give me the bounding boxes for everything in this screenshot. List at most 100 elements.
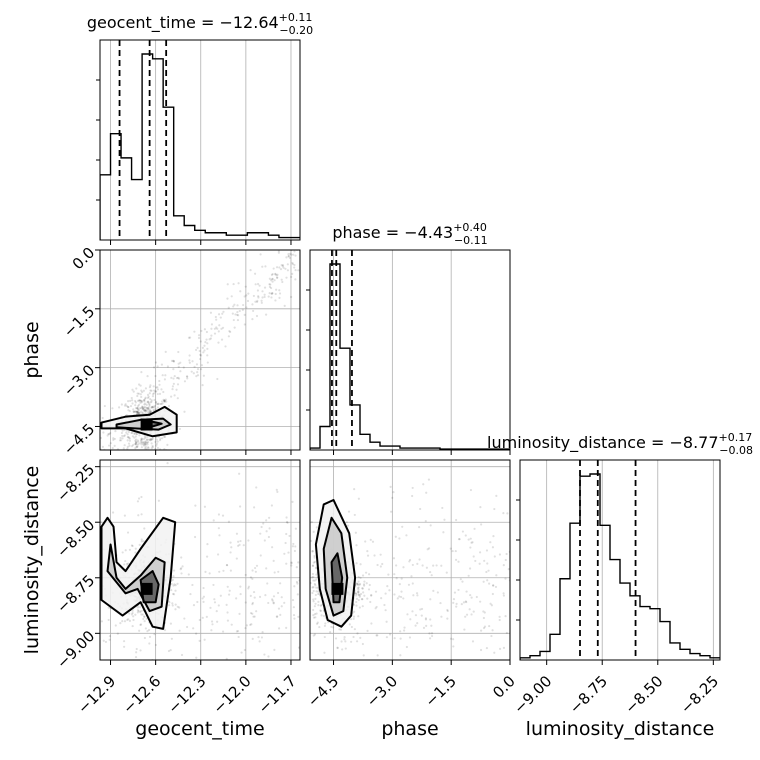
y-tick-label: −3.0 (60, 361, 98, 399)
scatter-point (179, 568, 182, 571)
scatter-point (399, 637, 402, 640)
scatter-point (252, 309, 255, 313)
scatter-point (143, 441, 146, 445)
scatter-point (150, 400, 153, 403)
histogram-bar (600, 525, 610, 660)
scatter-point (420, 614, 423, 617)
scatter-point (121, 434, 124, 438)
scatter-point (133, 432, 136, 435)
scatter-point (117, 456, 119, 458)
scatter-point (475, 595, 478, 599)
scatter-point (251, 612, 254, 615)
y-axis-label-phase: phase (21, 321, 43, 378)
scatter-point (315, 622, 319, 625)
scatter-point (159, 452, 161, 454)
scatter-point (460, 603, 463, 606)
scatter-point (276, 276, 279, 280)
scatter-panel-phase-vs-luminosity_distance: −4.5 −3.0 −1.5 0.0 phase (304, 459, 519, 740)
scatter-point (155, 402, 159, 406)
scatter-point (132, 443, 135, 446)
scatter-point (226, 611, 229, 614)
scatter-point (134, 410, 138, 413)
scatter-point (465, 613, 469, 616)
scatter-point (131, 609, 134, 612)
scatter-point (256, 289, 259, 292)
scatter-point (507, 568, 510, 571)
scatter-point (353, 488, 356, 491)
scatter-point (488, 624, 491, 628)
scatter-point (361, 642, 364, 646)
scatter-point (267, 655, 270, 658)
histogram-bar (216, 233, 227, 240)
scatter-point (280, 278, 283, 281)
scatter-point (151, 393, 155, 396)
x-tick-label: 0.0 (489, 672, 519, 702)
scatter-point (493, 555, 496, 558)
scatter-point (292, 247, 294, 249)
scatter-point (156, 453, 158, 455)
scatter-point (267, 535, 270, 539)
scatter-point (187, 573, 190, 576)
scatter-point (150, 438, 153, 441)
scatter-point (271, 598, 274, 601)
scatter-point (264, 265, 267, 268)
scatter-point (229, 569, 232, 572)
scatter-point (293, 266, 296, 269)
scatter-point (151, 438, 154, 441)
scatter-point (121, 437, 124, 440)
scatter-point (277, 607, 281, 610)
scatter-point (199, 353, 202, 356)
scatter-point (236, 304, 239, 307)
scatter-point (429, 618, 432, 621)
scatter-point (236, 313, 239, 317)
scatter-point (136, 609, 140, 612)
scatter-point (482, 580, 485, 583)
scatter-point (251, 637, 254, 640)
scatter-point (185, 375, 189, 378)
scatter-point (238, 543, 241, 546)
scatter-point (144, 402, 147, 405)
scatter-point (315, 573, 318, 576)
scatter-point (140, 401, 143, 404)
scatter-point (386, 585, 389, 588)
scatter-point (173, 569, 176, 572)
scatter-point (188, 359, 191, 362)
scatter-point (254, 566, 257, 570)
scatter-point (199, 354, 203, 357)
scatter-point (148, 642, 151, 645)
scatter-point (185, 625, 189, 629)
scatter-point (349, 618, 353, 621)
scatter-point (263, 286, 267, 289)
scatter-point (436, 591, 439, 594)
scatter-point (149, 397, 152, 401)
title-main: luminosity_distance = −8.77 (487, 433, 718, 453)
scatter-point (226, 283, 229, 286)
scatter-point (479, 648, 483, 652)
panel-content (310, 478, 510, 660)
scatter-point (148, 408, 151, 411)
scatter-point (197, 336, 201, 340)
scatter-point (411, 494, 414, 498)
scatter-point (135, 432, 138, 436)
scatter-point (112, 437, 115, 440)
x-tick-label: −8.50 (621, 672, 666, 717)
scatter-point (393, 637, 396, 640)
scatter-point (493, 651, 496, 654)
scatter-point (275, 288, 278, 291)
scatter-point (145, 438, 148, 442)
scatter-point (100, 451, 102, 453)
scatter-point (314, 602, 317, 605)
scatter-point (363, 584, 366, 587)
scatter-point (275, 488, 278, 491)
scatter-point (171, 578, 174, 582)
scatter-point (133, 410, 136, 413)
scatter-point (270, 286, 273, 290)
scatter-point (350, 625, 353, 629)
scatter-point (489, 602, 492, 605)
scatter-point (121, 620, 124, 623)
scatter-point (151, 405, 154, 409)
scatter-point (107, 606, 110, 609)
scatter-point (144, 436, 147, 439)
scatter-point (153, 406, 156, 409)
scatter-point (137, 409, 140, 412)
